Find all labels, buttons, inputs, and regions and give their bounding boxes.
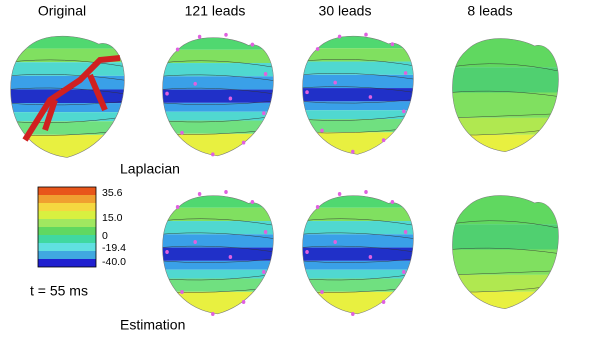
time-label: t = 55 ms	[30, 283, 88, 299]
colorbar-label: 35.6	[102, 187, 123, 199]
column-title: 8 leads	[467, 3, 512, 19]
column-title: Original	[38, 3, 86, 19]
colorbar-label: 15.0	[102, 212, 123, 224]
row-label: Estimation	[120, 317, 185, 333]
colorbar-label: -40.0	[102, 256, 126, 268]
column-title: 30 leads	[319, 3, 372, 19]
heart-maps	[8, 30, 560, 316]
column-titles: Original 121 leads 30 leads 8 leads	[38, 3, 513, 19]
heart-8-top	[450, 33, 560, 151]
column-title: 121 leads	[185, 3, 246, 19]
figure: Original 121 leads 30 leads 8 leads Lapl…	[0, 0, 589, 337]
colorbar: 35.6 15.0 0 -19.4 -40.0	[38, 187, 126, 268]
colorbar-label: -19.4	[102, 242, 126, 254]
row-label: Laplacian	[120, 161, 180, 177]
heart-8-bottom	[450, 190, 560, 308]
colorbar-label: 0	[102, 230, 108, 242]
